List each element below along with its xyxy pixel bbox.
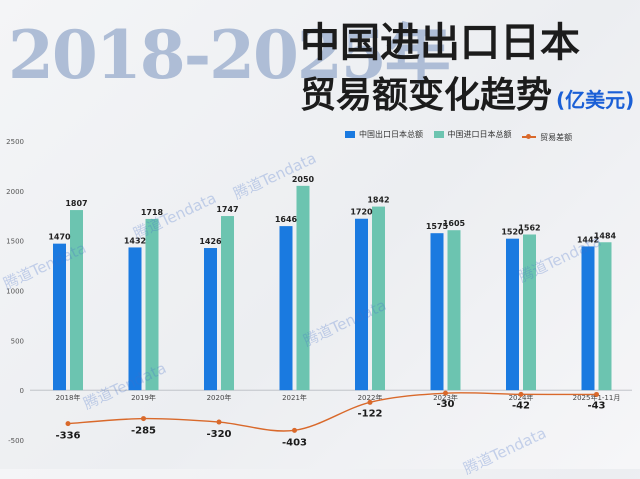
- data-label-balance: -285: [131, 426, 156, 437]
- x-tick-label: 2020年: [207, 393, 232, 402]
- legend-swatch-export: [345, 131, 355, 138]
- bar-import: [145, 218, 159, 391]
- data-label-import: 1605: [443, 219, 466, 228]
- y-tick-label: 0: [20, 387, 24, 395]
- x-tick-label: 2021年: [282, 393, 307, 402]
- data-label-export: 1520: [501, 228, 524, 237]
- y-tick-label: 2500: [6, 138, 24, 146]
- bar-export: [53, 243, 66, 391]
- chart-legend: 中国出口日本总额 中国进口日本总额 贸易差额: [345, 129, 580, 143]
- y-tick-label: -500: [8, 437, 24, 445]
- data-label-export: 1426: [199, 237, 222, 246]
- balance-point: [518, 391, 524, 397]
- bar-export: [506, 238, 519, 391]
- bar-export: [279, 226, 293, 391]
- data-label-import: 1747: [216, 205, 238, 214]
- data-label-import: 2050: [292, 175, 315, 184]
- bar-import: [372, 206, 385, 391]
- bar-import: [523, 234, 536, 391]
- balance-point: [367, 399, 373, 405]
- bar-export: [581, 246, 595, 391]
- bar-export: [355, 218, 368, 391]
- data-label-balance: -42: [512, 400, 530, 411]
- bar-import: [598, 242, 612, 391]
- data-label-balance: -336: [55, 431, 80, 442]
- x-tick-label: 2023年: [433, 393, 458, 402]
- data-label-import: 1807: [65, 199, 87, 208]
- page-title: 中国进出口日本: [300, 20, 580, 66]
- data-label-export: 1432: [124, 236, 146, 245]
- y-tick-label: 500: [11, 337, 24, 345]
- balance-point: [141, 416, 146, 422]
- legend-item-import: 中国进口日本总额: [433, 129, 512, 140]
- balance-point: [65, 421, 71, 427]
- y-tick-label: 2000: [6, 188, 24, 196]
- legend-swatch-balance: [522, 134, 537, 139]
- legend-label-import: 中国进口日本总额: [447, 130, 512, 139]
- data-label-export: 1720: [350, 208, 373, 217]
- y-tick-label: 1000: [6, 288, 24, 296]
- data-label-import: 1842: [367, 196, 389, 205]
- legend-label-balance: 贸易差额: [540, 132, 573, 142]
- bar-export: [128, 247, 142, 391]
- bar-export: [430, 233, 444, 391]
- data-label-balance: -43: [587, 400, 605, 411]
- x-tick-label: 2025年1-11月: [573, 393, 621, 402]
- year-range-title: 2018-2025年: [8, 16, 451, 94]
- data-label-balance: -122: [357, 408, 382, 419]
- unit-label: (亿美元): [556, 88, 635, 112]
- page-subtitle: 贸易额变化趋势 (亿美元): [300, 66, 634, 118]
- x-tick-label: 2022年: [358, 393, 383, 402]
- data-label-balance: -403: [282, 437, 307, 448]
- data-label-export: 1442: [577, 235, 599, 244]
- data-label-export: 1575: [426, 222, 449, 231]
- bar-import: [447, 230, 461, 391]
- data-label-export: 1470: [48, 233, 71, 242]
- balance-point: [292, 427, 297, 433]
- x-tick-label: 2018年: [56, 393, 81, 402]
- subtitle-text: 贸易额变化趋势: [300, 75, 553, 116]
- data-label-balance: -320: [206, 429, 231, 440]
- legend-swatch-import: [433, 131, 444, 138]
- balance-point: [216, 419, 222, 425]
- data-label-import: 1562: [518, 223, 540, 232]
- legend-item-export: 中国出口日本总额: [345, 129, 423, 140]
- legend-item-balance: 贸易差额: [522, 132, 572, 143]
- x-tick-label: 2024年: [509, 393, 534, 402]
- x-tick-label: 2019年: [131, 393, 156, 402]
- y-tick-label: 1500: [6, 238, 24, 246]
- data-label-import: 1718: [141, 208, 164, 217]
- data-label-import: 1484: [594, 231, 617, 240]
- balance-point: [594, 391, 599, 397]
- legend-label-export: 中国出口日本总额: [359, 130, 423, 139]
- header: 2018-2025年 中国进出口日本 贸易额变化趋势 (亿美元): [0, 0, 640, 125]
- data-label-export: 1646: [275, 215, 298, 224]
- balance-point: [443, 390, 448, 396]
- bar-import: [296, 185, 310, 391]
- bar-import: [221, 216, 234, 391]
- balance-line: [67, 392, 597, 432]
- chart-svg: -500 0 500 1000 1500 2000 2500 1470 1807 2018年 143…: [6, 138, 632, 448]
- data-label-balance: -30: [436, 399, 454, 410]
- bar-export: [204, 248, 217, 391]
- bar-import: [70, 210, 83, 391]
